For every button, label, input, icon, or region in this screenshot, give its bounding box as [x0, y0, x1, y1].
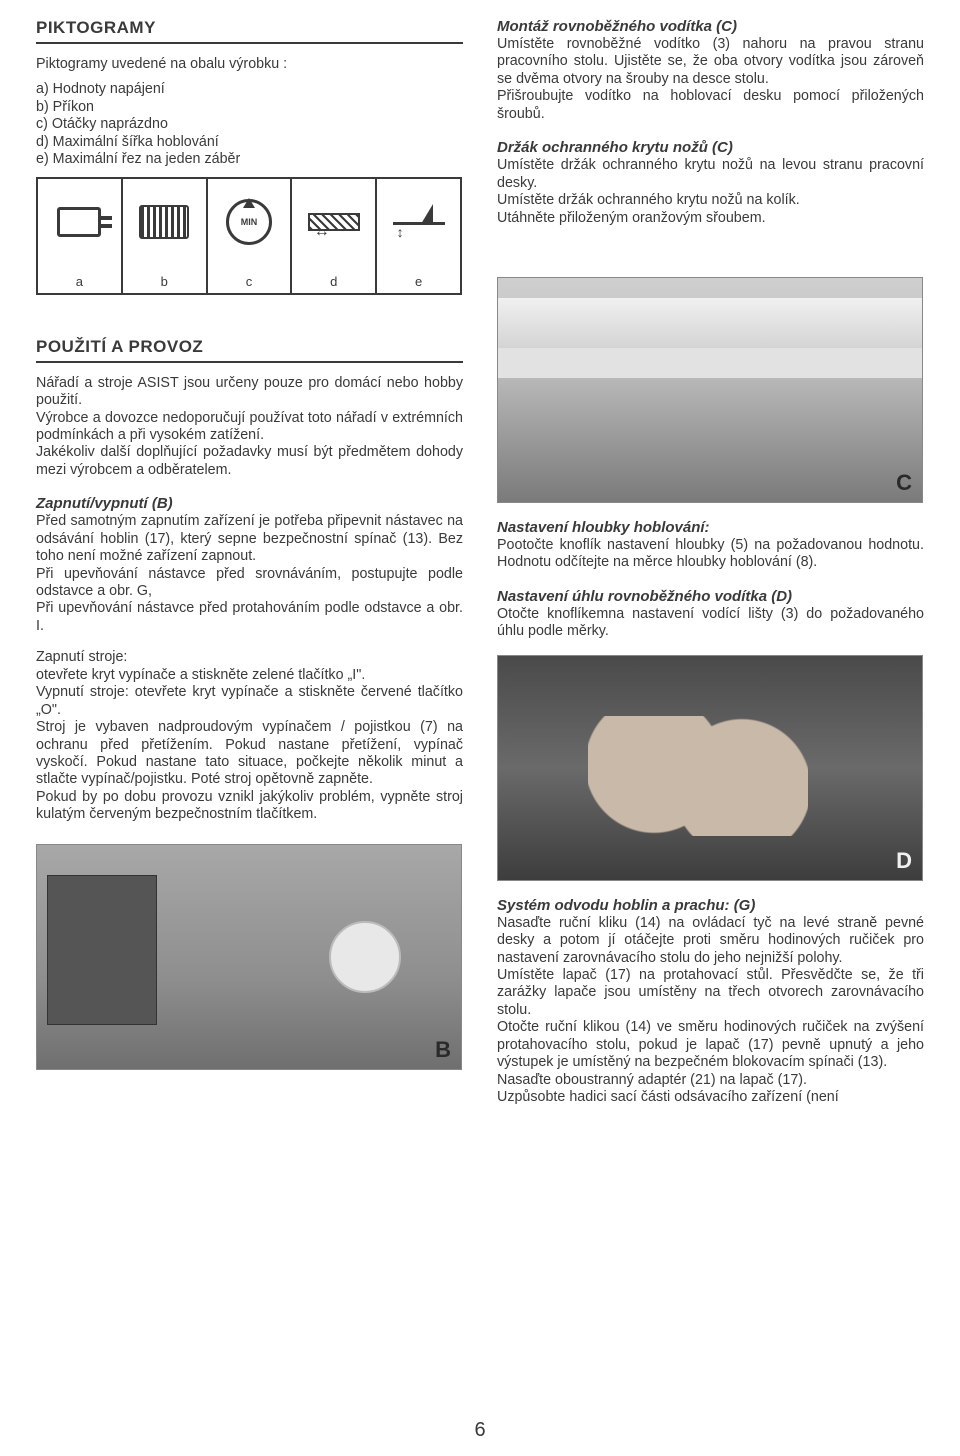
heading-hloubka: Nastavení hloubky hoblování:: [497, 519, 924, 537]
pictogram-label-e: e: [415, 274, 422, 289]
pictogram-label-c: c: [246, 274, 253, 289]
pictogram-label-a: a: [76, 274, 83, 289]
pictogram-cell-a: a: [38, 179, 123, 293]
odvod-p3: Otočte ruční klikou (14) ve směru hodino…: [497, 1019, 924, 1071]
heading-montaz: Montáž rovnoběžného vodítka (C): [497, 18, 924, 36]
heading-odvod: Systém odvodu hoblin a prachu: (G): [497, 897, 924, 915]
zapnuti-p2: Při upevňování nástavce před srovnáváním…: [36, 566, 463, 601]
zapnuti-p1: Před samotným zapnutím zařízení je potře…: [36, 513, 463, 565]
odvod-p4: Nasaďte oboustranný adaptér (21) na lapa…: [497, 1072, 924, 1089]
pouziti-p3: Jakékoliv další doplňující požadavky mus…: [36, 444, 463, 479]
zap-stroje-label: Zapnutí stroje:: [36, 649, 463, 666]
zap-p2: Vypnutí stroje: otevřete kryt vypínače a…: [36, 684, 463, 719]
plug-icon: [57, 207, 101, 237]
piktogram-item-d: d) Maximální šířka hoblování: [36, 134, 463, 151]
rpm-min-label: MIN: [241, 217, 258, 227]
pictogram-cell-e: ↕ e: [377, 179, 460, 293]
drzak-p2: Umístěte držák ochranného krytu nožů na …: [497, 192, 924, 209]
pictogram-cell-b: b: [123, 179, 208, 293]
pictogram-label-b: b: [161, 274, 168, 289]
montaz-p2: Přišroubujte vodítko na hoblovací desku …: [497, 88, 924, 123]
figure-c-letter: C: [896, 470, 912, 496]
odvod-p5: Uzpůsobte hadici sací části odsávacího z…: [497, 1089, 924, 1106]
figure-c: C: [497, 277, 923, 503]
drzak-p3: Utáhněte přiloženým oranžovým sřoubem.: [497, 210, 924, 227]
pictogram-frame: a b MIN c ↔ d ↕ e: [36, 177, 462, 295]
heading-zapnuti: Zapnutí/vypnutí (B): [36, 495, 463, 513]
heading-piktogramy: PIKTOGRAMY: [36, 18, 463, 44]
montaz-p1: Umístěte rovnoběžné vodítko (3) nahoru n…: [497, 36, 924, 88]
piktogram-item-b: b) Příkon: [36, 99, 463, 116]
drzak-p1: Umístěte držák ochranného krytu nožů na …: [497, 157, 924, 192]
motor-icon: [139, 205, 189, 239]
left-column: PIKTOGRAMY Piktogramy uvedené na obalu v…: [36, 18, 463, 1107]
piktogramy-intro: Piktogramy uvedené na obalu výrobku :: [36, 56, 463, 73]
figure-b-knob: [329, 921, 401, 993]
figure-d-hands: [588, 716, 808, 836]
piktogram-item-c: c) Otáčky naprázdno: [36, 116, 463, 133]
heading-drzak: Držák ochranného krytu nožů (C): [497, 139, 924, 157]
hloubka-p: Pootočte knoflík nastavení hloubky (5) n…: [497, 537, 924, 572]
pictogram-label-d: d: [330, 274, 337, 289]
figure-c-fence: [498, 298, 922, 348]
page-number: 6: [474, 1419, 485, 1442]
figure-b: B: [36, 844, 462, 1070]
pictogram-cell-c: MIN c: [208, 179, 293, 293]
pouziti-p2: Výrobce a dovozce nedoporučují používat …: [36, 410, 463, 445]
pouziti-p1: Nářadí a stroje ASIST jsou určeny pouze …: [36, 375, 463, 410]
figure-d-letter: D: [896, 848, 912, 874]
cut-depth-icon: ↕: [393, 202, 445, 242]
zap-p3: Stroj je vybaven nadproudovým vypínačem …: [36, 719, 463, 789]
piktogram-item-a: a) Hodnoty napájení: [36, 81, 463, 98]
figure-b-panel: [47, 875, 157, 1025]
figure-b-letter: B: [435, 1037, 451, 1063]
odvod-p1: Nasaďte ruční kliku (14) na ovládací tyč…: [497, 915, 924, 967]
zapnuti-p3: Při upevňování nástavce před protahování…: [36, 600, 463, 635]
pictogram-cell-d: ↔ d: [292, 179, 377, 293]
zap-p1: otevřete kryt vypínače a stiskněte zelen…: [36, 667, 463, 684]
plank-width-icon: ↔: [308, 205, 360, 239]
right-column: Montáž rovnoběžného vodítka (C) Umístěte…: [497, 18, 924, 1107]
rpm-icon: MIN: [226, 199, 272, 245]
two-column-layout: PIKTOGRAMY Piktogramy uvedené na obalu v…: [36, 18, 924, 1107]
figure-d: D: [497, 655, 923, 881]
odvod-p2: Umístěte lapač (17) na protahovací stůl.…: [497, 967, 924, 1019]
figure-c-table: [498, 348, 922, 378]
piktogram-item-e: e) Maximální řez na jeden záběr: [36, 151, 463, 168]
zap-p4: Pokud by po dobu provozu vznikl jakýkoli…: [36, 789, 463, 824]
heading-uhel: Nastavení úhlu rovnoběžného vodítka (D): [497, 588, 924, 606]
uhel-p: Otočte knoflíkemna nastavení vodící lišt…: [497, 606, 924, 641]
heading-pouziti: POUŽITÍ A PROVOZ: [36, 337, 463, 363]
